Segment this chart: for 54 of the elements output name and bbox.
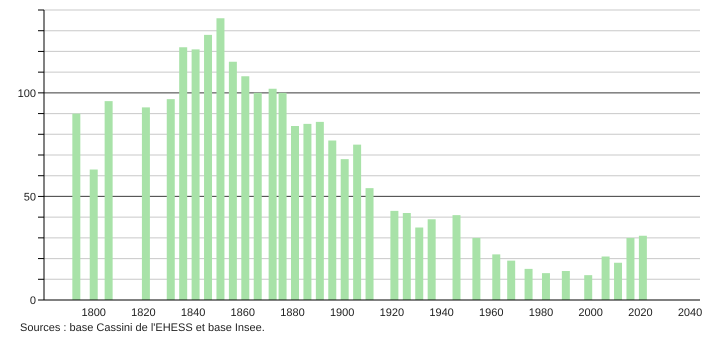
bar (415, 228, 424, 300)
bar (584, 275, 592, 300)
bar (542, 273, 550, 300)
bar (638, 236, 647, 300)
x-tick-label: 1940 (429, 306, 454, 319)
y-tick-label: 50 (24, 191, 36, 204)
bar (614, 262, 622, 300)
bar (179, 47, 188, 300)
bar (72, 114, 80, 300)
y-tick-label: 100 (18, 88, 36, 100)
bar (216, 18, 224, 300)
bar (340, 159, 349, 300)
bar (472, 238, 480, 300)
bar (452, 215, 461, 300)
bar (562, 271, 570, 300)
bar (204, 34, 212, 300)
x-tick-label: 1980 (528, 306, 554, 319)
x-tick-label: 2000 (578, 306, 603, 319)
bar (507, 260, 516, 300)
x-tick-label: 1960 (479, 306, 504, 319)
bar (366, 188, 374, 300)
x-tick-label: 2040 (678, 306, 702, 319)
bar (90, 170, 98, 300)
bar (228, 62, 237, 300)
bar (353, 144, 362, 300)
y-tick-label: 0 (30, 294, 36, 307)
x-tick-label: 1800 (81, 306, 106, 319)
bar (278, 92, 287, 300)
bar (241, 76, 250, 300)
x-tick-label: 1820 (131, 306, 156, 319)
bar (142, 107, 150, 300)
x-tick-label: 1840 (180, 306, 206, 319)
x-tick-label: 1860 (230, 306, 256, 319)
bar (402, 213, 411, 300)
bar (328, 140, 336, 300)
bar (303, 124, 312, 300)
bar (492, 254, 500, 300)
bar (316, 122, 324, 300)
bar (602, 256, 610, 300)
bar (104, 101, 113, 300)
bar (428, 219, 436, 300)
x-tick-label: 1920 (380, 306, 404, 319)
bar (268, 88, 277, 300)
bar (626, 238, 634, 300)
x-tick-label: 2020 (628, 306, 653, 319)
bar (254, 92, 262, 300)
source-note: Sources : base Cassini de l'EHESS et base Insee. (20, 322, 266, 334)
bar (166, 99, 175, 300)
bar (291, 126, 299, 300)
bar (192, 49, 200, 300)
x-tick-label: 1880 (280, 306, 305, 319)
bar (524, 268, 533, 300)
bar (390, 210, 398, 300)
x-tick-label: 1900 (330, 306, 354, 319)
